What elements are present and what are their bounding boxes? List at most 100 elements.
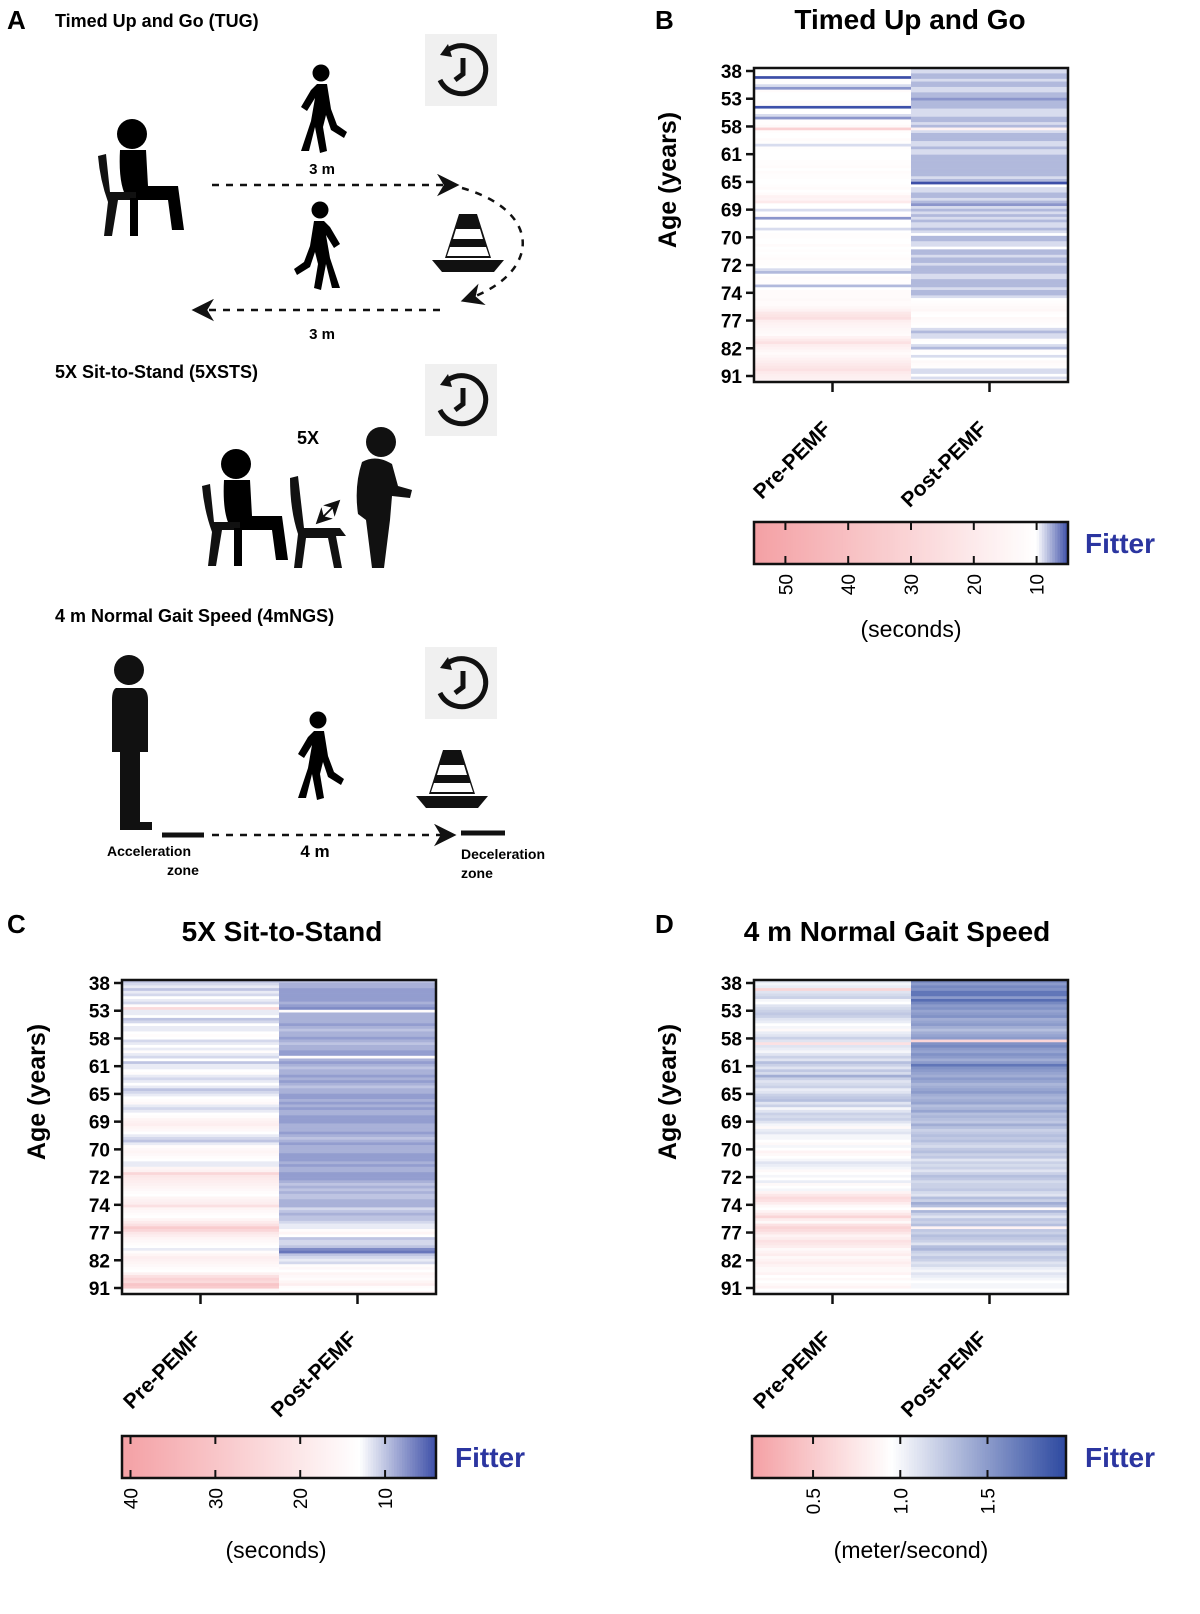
heatmap-cell-pre bbox=[754, 1042, 912, 1046]
heatmap-cell-post bbox=[911, 1158, 1069, 1162]
colorbar-segment bbox=[785, 522, 789, 564]
heatmap-cell-post bbox=[279, 982, 437, 986]
heatmap-cell-post bbox=[911, 84, 1069, 88]
colorbar-segment bbox=[790, 522, 794, 564]
colorbar-segment bbox=[864, 1436, 868, 1478]
heatmap-cell-pre bbox=[122, 1039, 280, 1043]
heatmap-cell-pre bbox=[754, 311, 912, 315]
heatmap-cell-pre bbox=[754, 86, 912, 90]
heatmap-cell-post bbox=[911, 1128, 1069, 1132]
heatmap-cell-post bbox=[911, 335, 1069, 339]
colorbar-segment bbox=[1031, 1436, 1035, 1478]
colorbar-segment bbox=[190, 1436, 194, 1478]
colorbar-segment bbox=[341, 1436, 345, 1478]
heatmap-cell-post bbox=[911, 89, 1069, 93]
colorbar-segment bbox=[1011, 1436, 1015, 1478]
heatmap-cell-post bbox=[911, 1215, 1069, 1219]
colorbar-segment bbox=[326, 1436, 330, 1478]
heatmap-cell-post bbox=[911, 360, 1069, 364]
heatmap-cell-post bbox=[911, 1020, 1069, 1024]
heatmap-cell-post bbox=[279, 1155, 437, 1159]
heatmap-cell-post bbox=[911, 246, 1069, 250]
heatmap-cell-post bbox=[911, 222, 1069, 226]
heatmap-cell-post bbox=[279, 1275, 437, 1279]
colorbar-segment bbox=[1033, 522, 1037, 564]
heatmap-cell-post bbox=[911, 1077, 1069, 1081]
colorbar-segment bbox=[137, 1436, 141, 1478]
colorbar-segment bbox=[782, 522, 786, 564]
up-down-arrow-icon bbox=[315, 499, 341, 525]
heatmap-cell-pre bbox=[754, 1247, 912, 1251]
colorbar-segment bbox=[1060, 522, 1064, 564]
heatmap-cell-post bbox=[279, 1177, 437, 1181]
colorbar-segment bbox=[1013, 1436, 1017, 1478]
y-tick-label: 61 bbox=[721, 145, 743, 166]
colorbar-segment bbox=[1047, 1436, 1051, 1478]
heatmap-cell-post bbox=[279, 1031, 437, 1035]
heatmap-cell-post bbox=[279, 1242, 437, 1246]
heatmap-cell-pre bbox=[754, 314, 912, 318]
heatmap-cell-post bbox=[911, 1047, 1069, 1051]
colorbar-segment bbox=[937, 522, 941, 564]
heatmap-cell-post bbox=[911, 1164, 1069, 1168]
heatmap-cell-post bbox=[911, 363, 1069, 367]
heatmap-cell-post bbox=[279, 1253, 437, 1257]
heatmap-cell-pre bbox=[754, 197, 912, 201]
colorbar-segment bbox=[940, 1436, 944, 1478]
heatmap-cell-pre bbox=[754, 119, 912, 123]
colorbar-segment bbox=[417, 1436, 421, 1478]
heatmap-cell-pre bbox=[122, 1269, 280, 1273]
colorbar-segment bbox=[903, 1436, 907, 1478]
colorbar-segment bbox=[921, 522, 925, 564]
heatmap-cell-post bbox=[911, 1039, 1069, 1043]
heatmap-cell-post bbox=[279, 1285, 437, 1289]
heatmap-cell-post bbox=[911, 219, 1069, 223]
panel-c-sts-heatmap: C 5X Sit-to-Stand 38 53 58 61 65 69 70 72 74 77 82 91… bbox=[7, 909, 525, 1563]
heatmap-cell-pre bbox=[754, 1066, 912, 1070]
colorbar-segment bbox=[1013, 522, 1017, 564]
colorbar-segment bbox=[378, 1436, 382, 1478]
heatmap-cell-pre bbox=[122, 1272, 280, 1276]
heatmap-cell-post bbox=[279, 1001, 437, 1005]
heatmap-cell-post bbox=[911, 1058, 1069, 1062]
y-tick-label: 65 bbox=[89, 1085, 111, 1106]
heatmap-cell-pre bbox=[122, 1112, 280, 1116]
heatmap-cell-post bbox=[279, 1131, 437, 1135]
heatmap-cell-pre bbox=[122, 1253, 280, 1257]
y-tick-label: 69 bbox=[721, 201, 742, 222]
heatmap-cell-pre bbox=[754, 327, 912, 331]
colorbar-segment bbox=[216, 1436, 220, 1478]
heatmap-cell-post bbox=[911, 103, 1069, 107]
colorbar-segment bbox=[772, 522, 776, 564]
colorbar-segment bbox=[263, 1436, 267, 1478]
colorbar-segment bbox=[169, 1436, 173, 1478]
heatmap-cell-post bbox=[911, 1023, 1069, 1027]
heatmap-cell-post bbox=[911, 1250, 1069, 1254]
y-tick-label: 72 bbox=[721, 256, 742, 277]
heatmap-cell-post bbox=[279, 1034, 437, 1038]
colorbar-segment bbox=[1044, 522, 1048, 564]
heatmap-cell-pre bbox=[122, 1115, 280, 1119]
colorbar-segment bbox=[895, 522, 899, 564]
y-tick-label: 74 bbox=[721, 1196, 743, 1217]
colorbar-segment bbox=[1062, 522, 1066, 564]
y-tick-label: 91 bbox=[721, 1279, 743, 1300]
heatmap-cell-post bbox=[911, 1120, 1069, 1124]
colorbar-segment bbox=[1000, 1436, 1004, 1478]
heatmap-cell-post bbox=[911, 292, 1069, 296]
heatmap-cell-post bbox=[911, 189, 1069, 193]
heatmap-cell-post bbox=[911, 1115, 1069, 1119]
heatmap-cell-post bbox=[911, 1199, 1069, 1203]
colorbar-segment bbox=[1023, 522, 1027, 564]
heatmap-cell-post bbox=[911, 1096, 1069, 1100]
heatmap-cell-post bbox=[911, 1272, 1069, 1276]
colorbar bbox=[122, 1436, 437, 1478]
heatmap-cell-pre bbox=[754, 1210, 912, 1214]
heatmap-cell-post bbox=[911, 225, 1069, 229]
colorbar-segment bbox=[1031, 522, 1035, 564]
heatmap-cell-pre bbox=[754, 292, 912, 296]
colorbar-segment bbox=[1052, 1436, 1056, 1478]
colorbar-segment bbox=[995, 1436, 999, 1478]
y-tick-label: 82 bbox=[721, 339, 742, 360]
heatmap-cell-pre bbox=[754, 184, 912, 188]
